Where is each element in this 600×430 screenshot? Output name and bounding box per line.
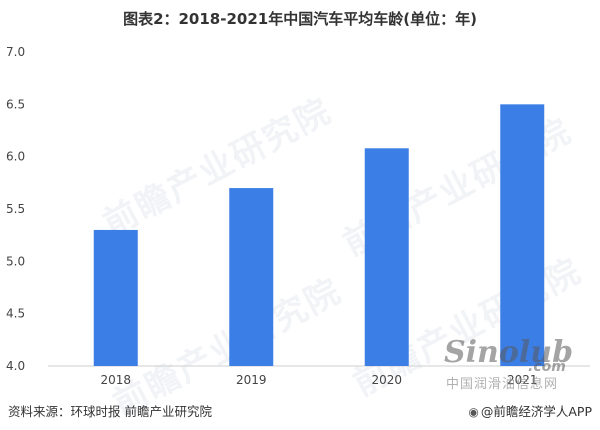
- bar-2018: [93, 229, 138, 366]
- bar-2020: [364, 148, 409, 366]
- x-tick-label: 2018: [100, 373, 131, 387]
- brand-credit-text: @前瞻经济学人APP: [480, 404, 592, 419]
- x-tick-label: 2021: [507, 373, 538, 387]
- chart-title: 图表2：2018-2021年中国汽车平均车龄(单位：年): [123, 10, 477, 28]
- bar-2019: [229, 188, 274, 366]
- y-tick-label: 4.5: [6, 307, 25, 321]
- qianzhan-logo-icon: ◉: [468, 405, 479, 419]
- x-tick-label: 2020: [371, 373, 402, 387]
- y-tick-label: 6.5: [6, 97, 25, 111]
- stamp-brand: Sinolub: [444, 335, 574, 370]
- y-tick-label: 6.0: [6, 150, 25, 164]
- bar-2021: [500, 104, 545, 366]
- bar-chart: 4.0 4.5 5.0 5.5 6.0 6.5 7.0 2018 2019 2020 2021: [6, 45, 590, 387]
- source-note: 资料来源：环球时报 前瞻产业研究院: [8, 404, 212, 419]
- sinolub-watermark-stamp: Sinolub .com 中国润滑油信息网: [440, 335, 595, 393]
- y-tick-label: 5.0: [6, 254, 25, 268]
- y-tick-label: 5.5: [6, 202, 25, 216]
- brand-credit: ◉ @前瞻经济学人APP: [468, 401, 592, 420]
- stamp-com: .com: [528, 359, 566, 375]
- y-tick-label: 4.0: [6, 359, 25, 373]
- stamp-site: 中国润滑油信息网: [446, 377, 559, 392]
- y-tick-label: 7.0: [6, 45, 25, 59]
- x-tick-label: 2019: [236, 373, 267, 387]
